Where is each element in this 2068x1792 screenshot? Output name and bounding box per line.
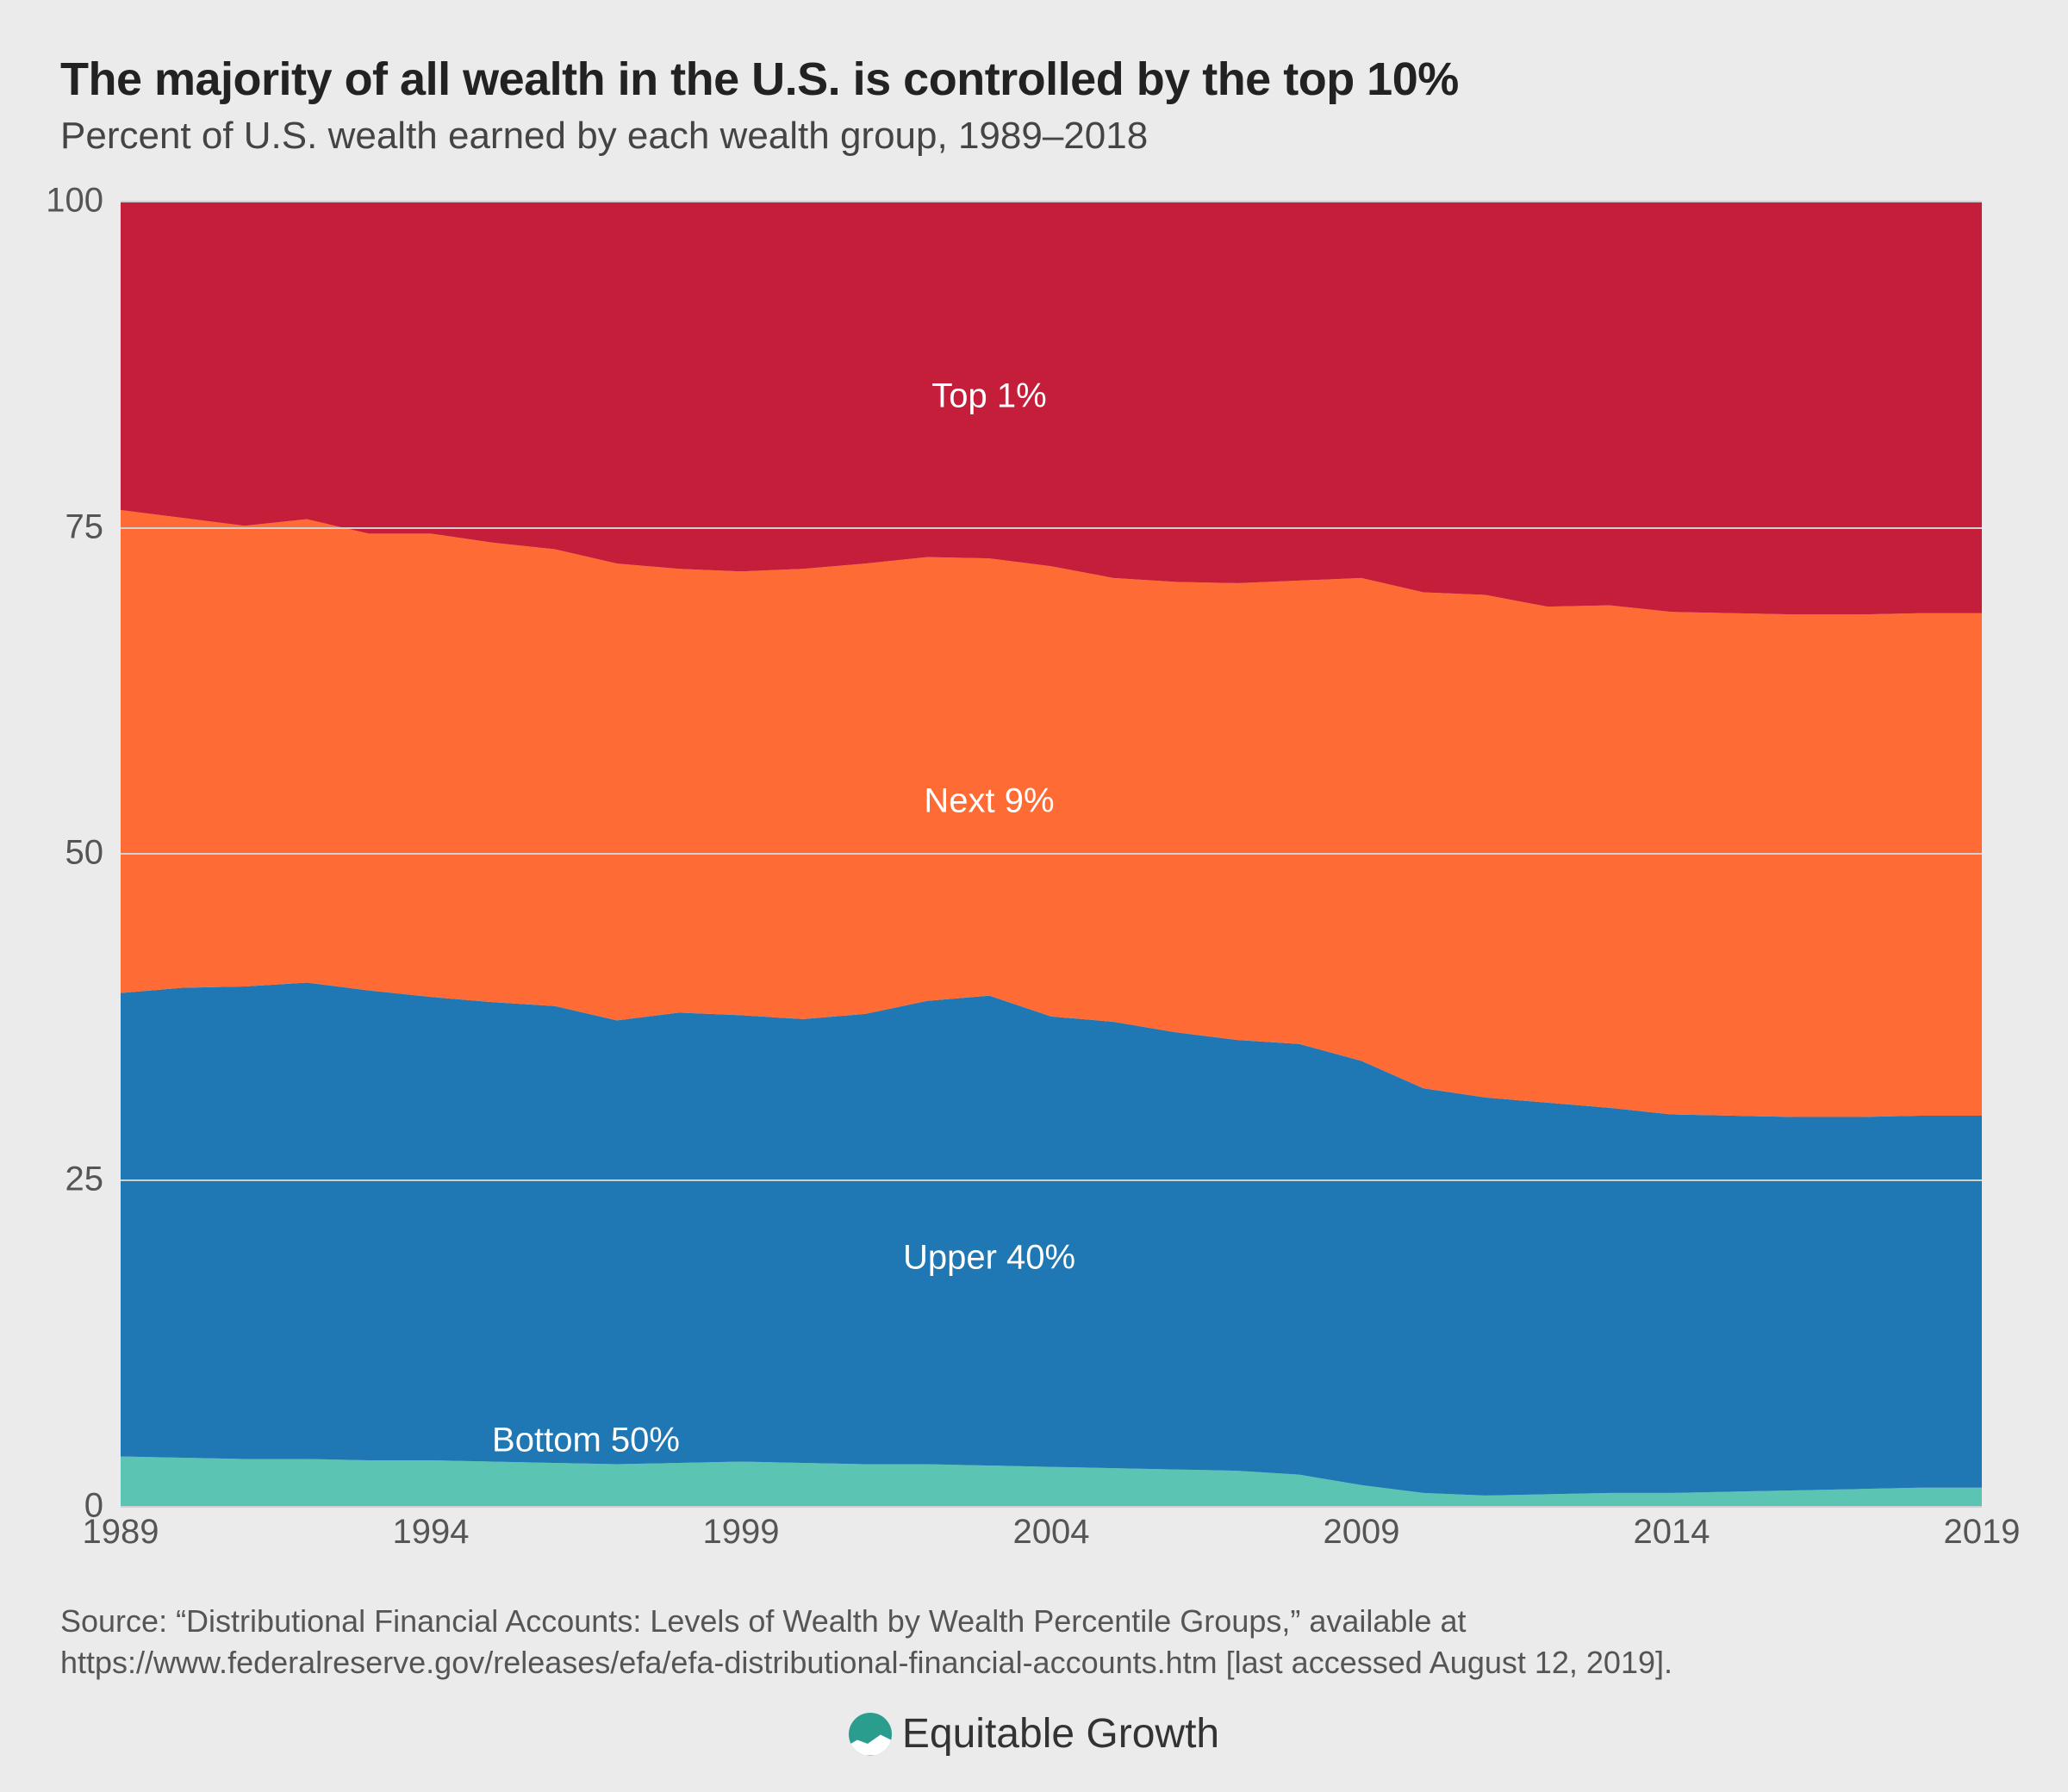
gridline <box>121 527 1982 529</box>
chart-subtitle: Percent of U.S. wealth earned by each we… <box>60 115 2008 158</box>
y-tick-label: 25 <box>65 1160 104 1199</box>
series-label: Upper 40% <box>903 1238 1075 1277</box>
y-axis: 0255075100 <box>60 201 112 1506</box>
x-tick-label: 1999 <box>703 1513 780 1552</box>
series-label: Next 9% <box>924 781 1054 820</box>
brand-logo-icon <box>849 1713 892 1756</box>
y-tick-label: 50 <box>65 834 104 873</box>
brand-name: Equitable Growth <box>902 1710 1219 1758</box>
series-label: Bottom 50% <box>492 1422 680 1460</box>
gridline <box>121 853 1982 855</box>
y-tick-label: 100 <box>46 181 103 220</box>
series-label: Top 1% <box>931 377 1046 416</box>
plot-area: Bottom 50% Upper 40% Next 9% Top 1% <box>121 201 1982 1506</box>
x-tick-label: 1989 <box>83 1513 159 1552</box>
x-tick-label: 1994 <box>393 1513 470 1552</box>
x-tick-label: 2009 <box>1324 1513 1400 1552</box>
x-tick-label: 2004 <box>1013 1513 1090 1552</box>
gridline <box>121 201 1982 202</box>
chart-area: 0255075100 Bottom 50%Upper 40%Next 9%Top… <box>121 201 1982 1558</box>
source-text: Source: “Distributional Financial Accoun… <box>60 1601 2008 1684</box>
x-axis: 1989199419992004200920142019 <box>121 1506 1982 1558</box>
y-tick-label: 75 <box>65 507 104 546</box>
chart-title: The majority of all wealth in the U.S. i… <box>60 52 2008 108</box>
x-tick-label: 2019 <box>1944 1513 2021 1552</box>
x-tick-label: 2014 <box>1634 1513 1710 1552</box>
brand-footer: Equitable Growth <box>60 1710 2008 1758</box>
gridline <box>121 1179 1982 1181</box>
